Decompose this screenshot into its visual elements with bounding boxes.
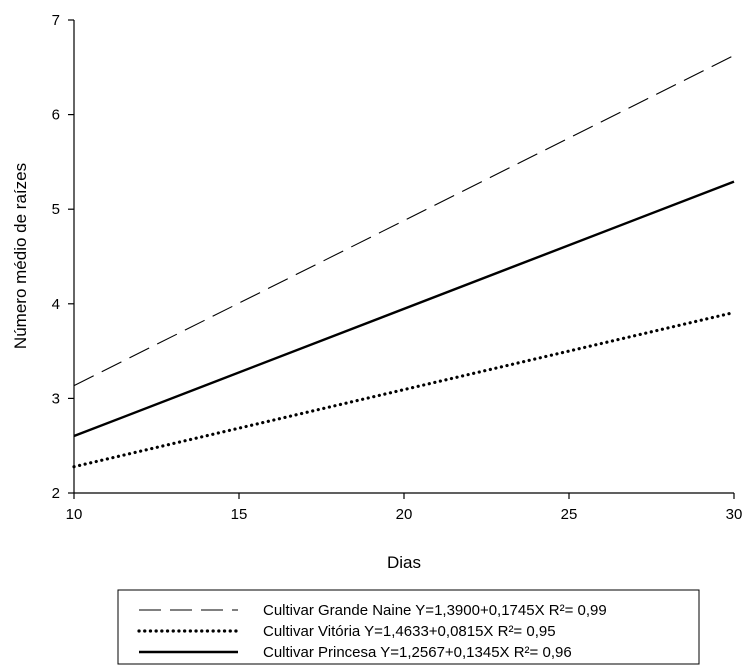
series-lines (72, 54, 736, 469)
x-axis-title: Dias (387, 553, 421, 572)
y-tick-label: 7 (52, 12, 60, 29)
y-ticks: 2 3 4 5 6 7 (52, 12, 74, 502)
y-tick-label: 3 (52, 390, 60, 407)
legend-label-2: Cultivar Vitória Y=1,4633+0,0815X R²= 0,… (263, 623, 556, 640)
x-tick-label: 15 (231, 506, 248, 523)
y-tick-label: 5 (52, 201, 60, 218)
y-tick-label: 6 (52, 107, 60, 124)
x-tick-label: 10 (66, 506, 83, 523)
series-line-3 (73, 180, 735, 438)
y-axis-title: Número médio de raízes (11, 163, 30, 349)
y-tick-label: 2 (52, 485, 60, 502)
x-tick-label: 20 (396, 506, 413, 523)
legend: Cultivar Grande Naine Y=1,3900+0,1745X R… (117, 589, 700, 665)
y-tick-label: 4 (52, 296, 60, 313)
x-tick-label: 25 (561, 506, 578, 523)
x-ticks: 10 15 20 25 30 (66, 493, 743, 523)
series-line-2 (72, 310, 736, 469)
x-tick-label: 30 (726, 506, 743, 523)
legend-label-1: Cultivar Grande Naine Y=1,3900+0,1745X R… (263, 602, 607, 619)
legend-label-3: Cultivar Princesa Y=1,2567+0,1345X R²= 0… (263, 644, 572, 661)
legend-entries: Cultivar Grande Naine Y=1,3900+0,1745X R… (137, 602, 607, 661)
